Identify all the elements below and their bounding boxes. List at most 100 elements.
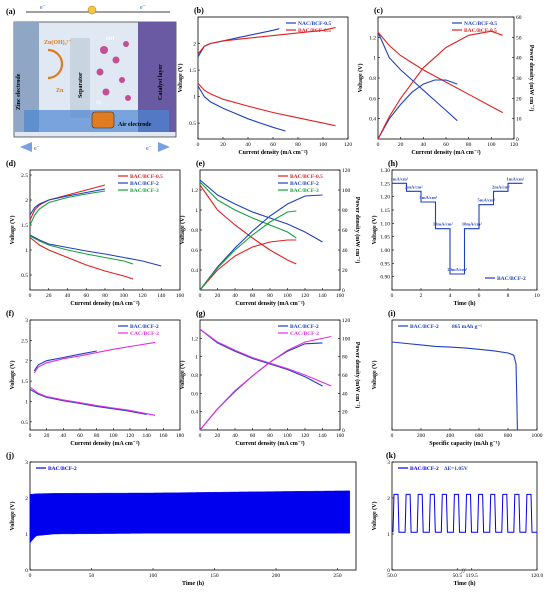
series-line [197,85,286,132]
x-tick-label: 6 [478,293,481,299]
chart-g: (g) 0 20 40 60 80 100 120 140 160 0.4 0.6 0.8 1 1.2 0 20… [179,309,361,447]
electron-label-left: e⁻ [40,5,46,11]
x-tick-label: 20 [398,142,404,148]
y-tick-label: 1.2 [369,35,376,41]
panel-letter: (g) [196,309,206,318]
y2-tick-label: 20 [342,410,348,416]
x-tick-label: 60 [250,293,256,299]
y-tick-label: 2 [193,42,196,48]
y-tick-label: 1 [195,355,198,361]
x-tick-label: 100 [283,293,292,299]
series-line [377,30,503,140]
y-tick-label: 1 [193,95,196,101]
legend-label: NAC/BCF-0.5 [464,21,497,27]
x-tick-label: 20 [46,293,52,299]
chart-f: (f) 0 20 40 60 80 100 120 140 160 180 0.5 1 1.5 2 2.5 3 C… [6,309,184,447]
series-line [377,31,458,122]
x-tick-label: 100 [319,142,328,148]
y-tick-label: 1 [25,399,28,405]
y-tick-label: 1.25 [380,181,390,187]
x-tick-label: 140 [143,433,152,439]
x-tick-label: 50.5 [452,573,462,579]
y-tick-label: 0.4 [369,117,376,123]
battery-charger-icon [91,111,115,129]
zincate-label: Zn(OH)₄²⁻ [44,39,71,46]
panel-letter: (b) [194,6,204,15]
y-tick-label: 0.8 [191,228,198,234]
chart-d: (d) 0 20 40 60 80 100 120 140 160 0.5 1 1.5 2 2.5 Curre… [6,159,184,307]
x-tick-label: 40 [232,433,238,439]
electron-label-bottom-right: e⁻ [146,146,152,152]
x-tick-label: 80 [466,142,472,148]
y-tick-label: 0.4 [191,268,198,274]
y-tick-label: 3 [25,318,28,324]
series-line [29,388,147,416]
legend-label: NAC/BCF-0.5 [298,21,331,27]
y-tick-label: 1.2 [191,336,198,342]
series-line [199,328,323,387]
step-label: 5mA/cm² [419,195,437,200]
x-axis-label: Current density (mA cm⁻²) [235,300,304,307]
x-tick-label: 140 [318,433,327,439]
x-tick-label: 250 [333,573,342,579]
electron-arrow-right-icon [158,142,170,152]
y-tick-label: 0.6 [369,96,376,102]
x-tick-label: 20 [215,433,221,439]
y2-tick-label: 30 [516,76,522,82]
hydroxide-label: OH⁻ [106,36,118,42]
y-tick-label: 1.00 [380,248,390,254]
y-tick-label: 1 [373,56,376,62]
y-tick-label: 1 [387,532,390,538]
legend-label: CAC/BCF-2 [290,331,319,337]
y-tick-label: 1.5 [21,379,28,385]
y-tick-label: 0.8 [191,373,198,379]
plot-frame [377,16,515,140]
y-tick-label: 1 [25,532,28,538]
step-label: 2mA/cm² [492,184,510,189]
plot-frame [391,319,538,431]
y2-tick-label: 60 [342,228,348,234]
x-tick-label: 80 [267,293,273,299]
x-tick-label: 60 [250,433,256,439]
x-tick-label: 8 [507,293,510,299]
x-tick-label: 2 [420,293,423,299]
x-tick-label: 180 [176,433,185,439]
series-line [199,194,323,291]
panel-letter: (i) [388,309,396,318]
y-tick-label: 2 [25,359,28,365]
plot-frame [391,461,538,571]
x-tick-label: 600 [475,433,484,439]
x-axis-label: Time (h) [453,580,475,587]
x-tick-label: 20 [44,433,50,439]
x-tick-label: 60 [77,433,83,439]
zn-label: Zn [56,88,64,94]
series-line [199,328,332,387]
x-tick-label: 140 [318,293,327,299]
series-line [392,493,537,533]
y2-tick-label: 20 [342,268,348,274]
y2-tick-label: 60 [516,15,522,21]
x-axis-label: Time (h) [453,300,475,307]
series-line [29,237,134,280]
y-tick-label: 0 [387,568,390,574]
x-tick-label: 400 [446,433,455,439]
x-tick-label: 50.0 [387,573,397,579]
x-tick-label: 0 [391,293,394,299]
y-tick-label: 0 [25,568,28,574]
x-tick-label: 120 [301,433,310,439]
x-tick-label: 160 [336,293,345,299]
catalyst-layer-label: Catalyst layer [158,64,164,100]
chart-b: (b) 0 20 40 60 80 100 120 0.5 1 1.5 2 Current densit… [177,6,352,156]
plot-frame [199,169,341,291]
y2-tick-label: 0 [342,288,345,294]
air-electrode-label: Air electrode [118,122,152,128]
y-tick-label: 1.2 [191,188,198,194]
y-tick-label: 1.5 [189,68,196,74]
y-tick-label: 0.4 [191,410,198,416]
series-line [197,28,280,58]
x-tick-label: 0 [391,433,394,439]
y-tick-label: 0.6 [191,248,198,254]
x-tick-label: 0 [199,433,202,439]
